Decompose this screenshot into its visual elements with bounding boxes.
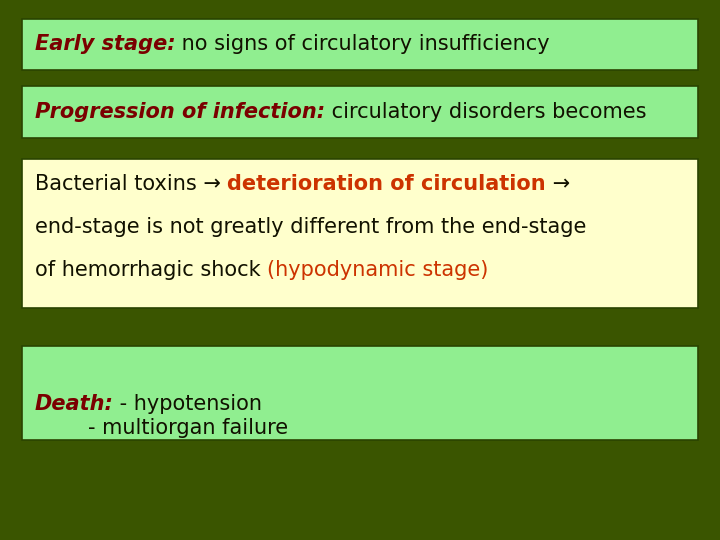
Text: Death:: Death: [35,394,114,414]
Text: Progression of infection:: Progression of infection: [35,102,325,122]
Text: circulatory disorders becomes: circulatory disorders becomes [325,102,646,122]
Text: deterioration of circulation: deterioration of circulation [227,173,546,194]
Text: - hypotension: - hypotension [114,394,262,414]
FancyBboxPatch shape [22,346,698,440]
Text: of hemorrhagic shock: of hemorrhagic shock [35,260,267,280]
Text: - multiorgan failure: - multiorgan failure [35,418,288,438]
Text: end-stage is not greatly different from the end-stage: end-stage is not greatly different from … [35,217,586,237]
Text: Early stage:: Early stage: [35,34,175,55]
Text: Bacterial toxins →: Bacterial toxins → [35,173,227,194]
Text: no signs of circulatory insufficiency: no signs of circulatory insufficiency [175,34,550,55]
Text: (hypodynamic stage): (hypodynamic stage) [267,260,488,280]
FancyBboxPatch shape [22,19,698,70]
FancyBboxPatch shape [22,159,698,308]
FancyBboxPatch shape [22,86,698,138]
Text: →: → [546,173,570,194]
